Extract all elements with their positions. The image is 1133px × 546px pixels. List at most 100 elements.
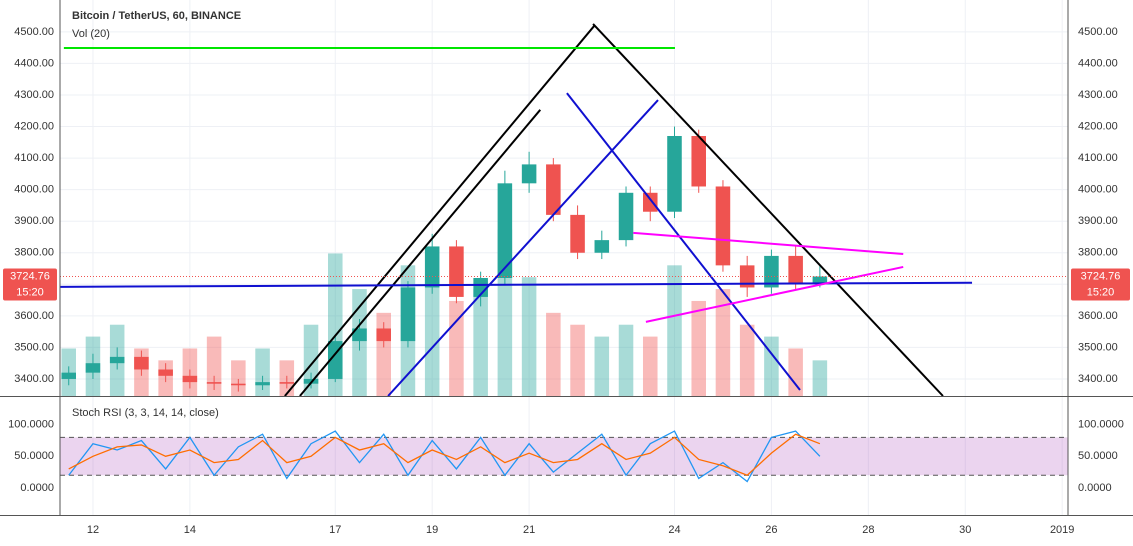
x-tick-label: 28 (862, 524, 874, 536)
chart-title: Bitcoin / TetherUS, 60, BINANCE (72, 10, 241, 22)
y-tick-label: 4000.00 (14, 184, 54, 196)
x-tick-label: 12 (87, 524, 99, 536)
plot (59, 23, 1068, 483)
volume-bar (667, 265, 682, 396)
stoch-tick-label: 100.0000 (1078, 419, 1124, 431)
x-tick-label: 24 (668, 524, 680, 536)
y-tick-label: 4400.00 (14, 57, 54, 69)
y-tick-label: 3900.00 (14, 215, 54, 227)
stoch-tick-label: 0.0000 (1078, 482, 1112, 494)
countdown-label: 15:20 (1087, 286, 1115, 298)
last-price-box (1071, 268, 1130, 301)
y-tick-label: 3800.00 (1078, 247, 1118, 259)
candle-body (473, 277, 488, 297)
candle-body (400, 287, 416, 342)
volume-label: Vol (20) (72, 28, 110, 40)
candle-body (206, 382, 222, 384)
candle-body (594, 240, 610, 253)
grid (60, 0, 1068, 515)
x-tick-label: 14 (184, 524, 196, 536)
candle-body (255, 382, 270, 386)
volume-bar (546, 312, 561, 396)
candle-body (788, 255, 803, 285)
x-tick-label: 2019 (1050, 524, 1074, 536)
y-tick-label: 4200.00 (14, 120, 54, 132)
trend-line (633, 231, 904, 256)
x-tick-label: 26 (765, 524, 777, 536)
volume-bar (739, 324, 755, 396)
volume-bar (618, 324, 634, 396)
y-tick-label: 4500.00 (1078, 26, 1118, 38)
y-tick-label: 3600.00 (1078, 310, 1118, 322)
candle-body (715, 186, 731, 266)
candle-body (546, 164, 561, 215)
stoch-tick-label: 50.0000 (14, 450, 54, 462)
candle-body (231, 383, 246, 386)
volume-bar (788, 348, 803, 396)
volume-bar (764, 336, 779, 396)
volume-bar (812, 360, 828, 396)
candle-body (667, 135, 682, 212)
volume-bar (424, 277, 440, 396)
trend-line (592, 23, 944, 397)
candle-body (279, 382, 295, 384)
y-tick-label: 4100.00 (1078, 152, 1118, 164)
stoch-line (68, 433, 821, 476)
candle-body (61, 372, 76, 379)
candle-body (691, 135, 706, 187)
y-tick-label: 3400.00 (14, 373, 54, 385)
trend-line (566, 92, 801, 391)
candle-body (497, 183, 513, 278)
candle-body (618, 192, 634, 241)
y-tick-label: 4100.00 (14, 152, 54, 164)
volume-bar (691, 300, 706, 396)
volume-bar (642, 336, 658, 396)
trend-line (284, 24, 596, 397)
candle-body (109, 356, 125, 364)
candle-body (376, 328, 391, 342)
candle-body (521, 164, 537, 184)
x-tick-label: 30 (959, 524, 971, 536)
last-price-label: 3724.76 (10, 270, 50, 282)
candle-body (449, 246, 464, 297)
y-tick-label: 4300.00 (1078, 89, 1118, 101)
candle-body (764, 255, 779, 288)
stoch-band (60, 437, 1068, 476)
stoch-tick-label: 100.0000 (8, 419, 54, 431)
candle-body (570, 214, 585, 253)
y-tick-label: 4500.00 (14, 26, 54, 38)
trend-line (387, 99, 659, 397)
volume-bar (594, 336, 610, 396)
candle-body (85, 363, 101, 373)
x-tick-label: 19 (426, 524, 438, 536)
candle-body (158, 369, 173, 376)
trend-line (59, 281, 973, 288)
candle-body (424, 246, 440, 288)
candle-body (182, 375, 198, 383)
x-tick-label: 21 (523, 524, 535, 536)
volume-bar (473, 289, 488, 396)
volume-bar (231, 360, 246, 396)
volume-bar (715, 289, 731, 396)
volume-bar (570, 324, 585, 396)
y-tick-label: 4200.00 (1078, 120, 1118, 132)
last-price-label: 3724.76 (1081, 270, 1121, 282)
y-tick-label: 3600.00 (14, 310, 54, 322)
candle-body (134, 356, 149, 370)
stoch-tick-label: 50.0000 (1078, 450, 1118, 462)
last-price-box (3, 268, 57, 301)
trend-line (645, 265, 904, 323)
trend-line (299, 109, 542, 397)
candle-body (352, 328, 367, 342)
stoch-tick-label: 0.0000 (20, 482, 54, 494)
stoch-title: Stoch RSI (3, 3, 14, 14, close) (72, 407, 219, 419)
x-tick-label: 17 (329, 524, 341, 536)
y-tick-label: 3400.00 (1078, 373, 1118, 385)
y-tick-label: 3500.00 (1078, 341, 1118, 353)
y-tick-label: 3900.00 (1078, 215, 1118, 227)
countdown-label: 15:20 (16, 286, 44, 298)
volume-bar (206, 336, 222, 396)
candle-body (642, 192, 658, 212)
y-tick-label: 4400.00 (1078, 57, 1118, 69)
